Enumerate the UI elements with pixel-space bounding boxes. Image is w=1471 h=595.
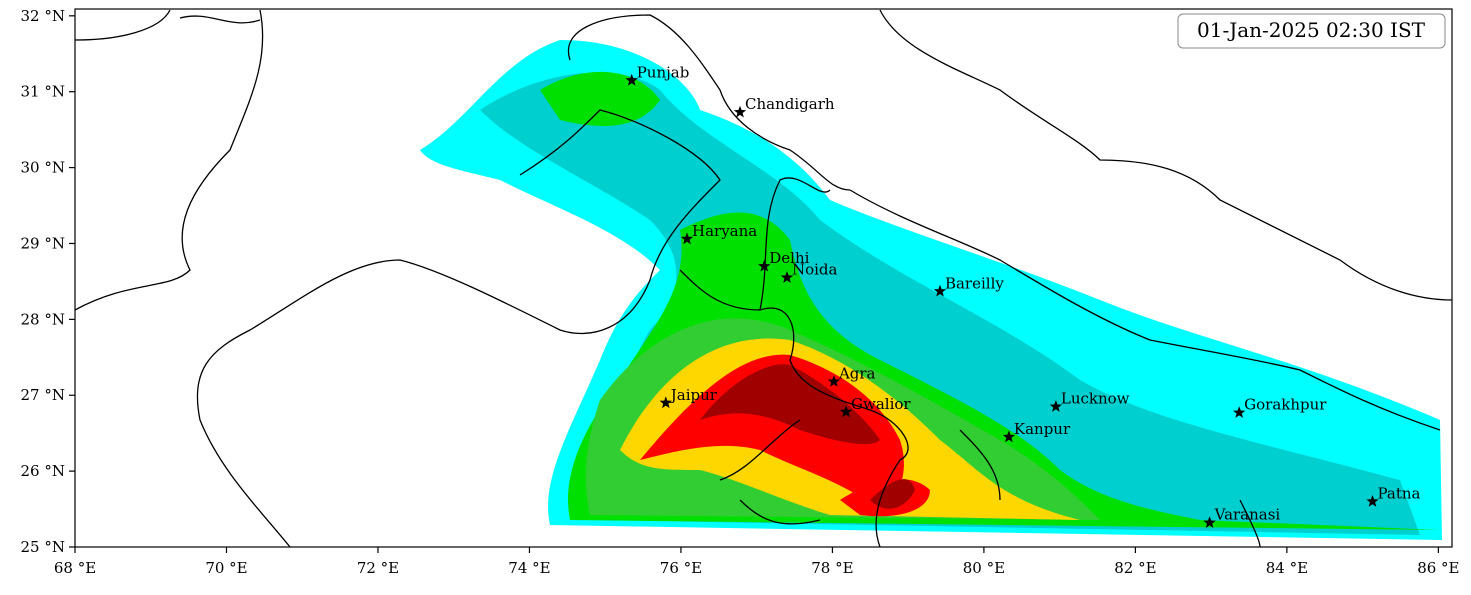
boundaries [75, 9, 1452, 547]
city-label: Patna [1377, 484, 1420, 502]
x-tick-label: 84 °E [1266, 559, 1308, 577]
city-marker [780, 271, 794, 283]
city-marker [1002, 430, 1016, 443]
city-marker [1049, 400, 1062, 412]
city-label: Kanpur [1014, 420, 1071, 438]
city-marker [1366, 495, 1379, 507]
city-label: Agra [838, 365, 876, 383]
y-tick-label: 30 °N [21, 159, 65, 177]
city-marker [839, 405, 853, 418]
y-tick-label: 31 °N [21, 83, 65, 101]
city-marker [827, 375, 841, 387]
city-label: Chandigarh [745, 95, 835, 113]
x-tick-label: 74 °E [508, 559, 550, 577]
x-tick-label: 76 °E [660, 559, 702, 577]
city-label: Bareilly [945, 274, 1004, 292]
city-label: Lucknow [1061, 390, 1130, 408]
x-tick-label: 80 °E [963, 559, 1005, 577]
timestamp: 01-Jan-2025 02:30 IST [1197, 18, 1426, 42]
y-tick-label: 29 °N [21, 234, 65, 252]
city-label: Jaipur [669, 386, 718, 404]
x-tick-label: 82 °E [1114, 559, 1156, 577]
x-tick-label: 72 °E [357, 559, 399, 577]
city-marker [625, 73, 638, 86]
city-marker [758, 259, 771, 272]
city-marker [680, 232, 694, 245]
city-marker [733, 105, 747, 118]
map-frame [74, 8, 1453, 548]
y-tick-label: 26 °N [21, 462, 65, 480]
city-label: Gwalior [851, 395, 911, 413]
city-marker [1233, 406, 1246, 418]
city-label: Varanasi [1214, 506, 1281, 524]
x-tick-label: 86 °E [1417, 559, 1459, 577]
city-label: Noida [792, 261, 838, 279]
city-marker [659, 396, 672, 409]
x-tick-label: 78 °E [811, 559, 853, 577]
city-marker [1203, 516, 1216, 528]
city-label: Gorakhpur [1244, 396, 1327, 414]
precipitation [420, 40, 1442, 540]
y-tick-label: 32 °N [21, 7, 65, 25]
y-tick-label: 28 °N [21, 310, 65, 328]
city-label: Haryana [692, 222, 757, 240]
city-marker [933, 284, 947, 297]
city-label: Delhi [769, 249, 809, 267]
x-tick-label: 68 °E [54, 559, 96, 577]
timestamp-box [1177, 13, 1446, 49]
y-tick-label: 27 °N [21, 386, 65, 404]
city-label: Punjab [637, 63, 690, 81]
x-tick-label: 70 °E [205, 559, 247, 577]
y-tick-label: 25 °N [21, 538, 65, 556]
